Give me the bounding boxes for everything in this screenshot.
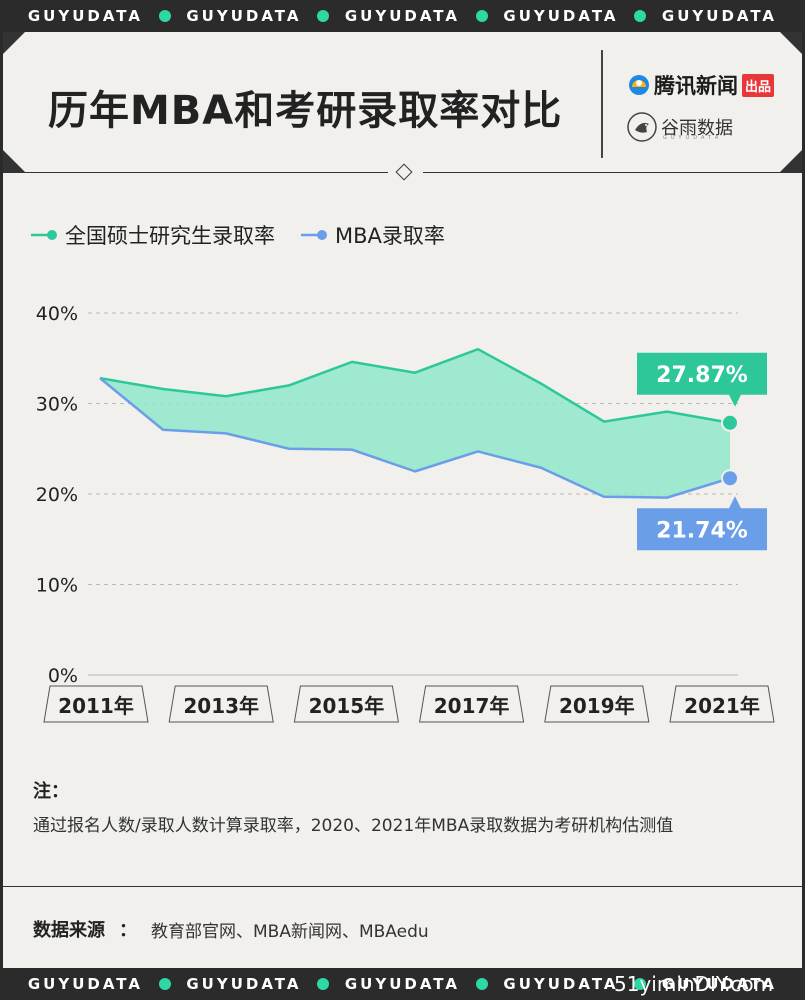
band-label: GUYUDATA <box>186 7 302 25</box>
tencent-news-logo: 腾讯新闻 出品 <box>628 70 775 100</box>
band-label: GUYUDATA <box>27 7 143 25</box>
x-tick-plate <box>293 685 399 723</box>
site-watermark: 51yiminDIY.com <box>614 972 774 996</box>
callout-mba <box>637 496 767 551</box>
header-separator <box>601 50 603 158</box>
x-tick-label: 2015年 <box>309 694 385 718</box>
guyu-data-subtext: GUYUDATA <box>663 135 723 141</box>
header-divider <box>3 163 802 181</box>
legend-item-national: 全国硕士研究生录取率 <box>31 220 275 250</box>
x-tick-label: 2017年 <box>434 694 510 718</box>
source-title: 数据来源 <box>33 920 105 941</box>
x-tick-plate <box>43 685 149 723</box>
divider-line-right <box>423 172 802 173</box>
guyu-bird-icon <box>627 112 657 142</box>
band-dot <box>475 10 488 22</box>
band-label: GUYUDATA <box>344 7 460 25</box>
source-colon: ： <box>119 920 137 941</box>
x-tick-label: 2019年 <box>559 694 635 718</box>
source-divider <box>3 886 802 887</box>
source-body: 教育部官网、MBA新闻网、MBAedu <box>151 921 429 942</box>
y-tick-label: 30% <box>36 394 78 416</box>
x-tick-plate <box>669 685 775 723</box>
chupin-badge: 出品 <box>742 73 775 97</box>
legend-item-mba: MBA录取率 <box>301 220 445 250</box>
notes-title: 注： <box>33 781 69 802</box>
band-label: GUYUDATA <box>503 7 619 25</box>
top-brand-band: GUYUDATA GUYUDATA GUYUDATA GUYUDATA GUYU… <box>0 0 805 32</box>
band-label: GUYUDATA <box>344 975 460 993</box>
callout-national <box>637 352 767 407</box>
source-section: 数据来源 ： 教育部官网、MBA新闻网、MBAedu <box>33 916 429 942</box>
band-dot <box>158 978 171 990</box>
bottom-brand-band: GUYUDATA GUYUDATA GUYUDATA GUYUDATA GUYU… <box>0 968 805 1000</box>
tencent-news-icon <box>629 75 649 95</box>
x-tick-plate <box>168 685 274 723</box>
chart-plot-area: 40% 30% 20% 10% 0% 27.87% 21.74% 2011年 2013年 2015… <box>36 303 775 723</box>
band-label: GUYUDATA <box>186 975 302 993</box>
series-line-national <box>99 347 731 425</box>
x-tick-label: 2021年 <box>684 694 760 718</box>
y-tick-label: 10% <box>36 575 78 597</box>
callout-label-mba: 21.74% <box>656 518 748 543</box>
infographic-card: 历年MBA和考研录取率对比 腾讯新闻 出品 谷雨数据 GUYUDATA <box>3 32 802 968</box>
header-corners <box>3 32 802 172</box>
guyu-data-text: 谷雨数据 <box>661 118 733 139</box>
band-dot <box>475 978 488 990</box>
band-label: GUYUDATA <box>27 975 143 993</box>
x-tick-label: 2011年 <box>58 694 134 718</box>
notes-section: 注： 通过报名人数/录取人数计算录取率，2020、2021年MBA录取数据为考研… <box>33 777 783 840</box>
band-dot <box>158 10 171 22</box>
band-dot <box>634 978 647 990</box>
legend-swatch-mba <box>301 230 327 240</box>
y-tick-label: 0% <box>48 665 78 687</box>
x-tick-label: 2013年 <box>183 694 259 718</box>
callout-label-national: 27.87% <box>656 363 748 388</box>
divider-line-left <box>3 172 388 173</box>
band-label: GUYUDATA <box>661 7 778 25</box>
page-title: 历年MBA和考研录取率对比 <box>48 88 563 134</box>
header: 历年MBA和考研录取率对比 腾讯新闻 出品 谷雨数据 GUYUDATA <box>3 32 802 172</box>
series-line-mba <box>99 377 731 499</box>
chart-legend: 全国硕士研究生录取率 MBA录取率 <box>31 220 445 250</box>
legend-label-mba: MBA录取率 <box>335 224 445 248</box>
y-tick-label: 40% <box>36 303 78 325</box>
x-tick-plate <box>419 685 525 723</box>
legend-label-national: 全国硕士研究生录取率 <box>65 224 275 248</box>
x-tick-plate <box>544 685 650 723</box>
end-point-national <box>721 413 739 432</box>
band-dot <box>634 10 647 22</box>
band-label: GUYUDATA <box>661 975 778 993</box>
guyu-data-logo: 谷雨数据 <box>627 112 733 142</box>
band-dot <box>317 978 330 990</box>
tencent-news-text: 腾讯新闻 <box>654 74 738 98</box>
notes-body: 通过报名人数/录取人数计算录取率，2020、2021年MBA录取数据为考研机构估… <box>33 816 674 836</box>
legend-swatch-national <box>31 230 57 240</box>
y-tick-label: 20% <box>36 484 78 506</box>
band-label: GUYUDATA <box>503 975 619 993</box>
end-point-mba <box>721 469 739 488</box>
band-dot <box>317 10 330 22</box>
area-band <box>100 349 730 498</box>
